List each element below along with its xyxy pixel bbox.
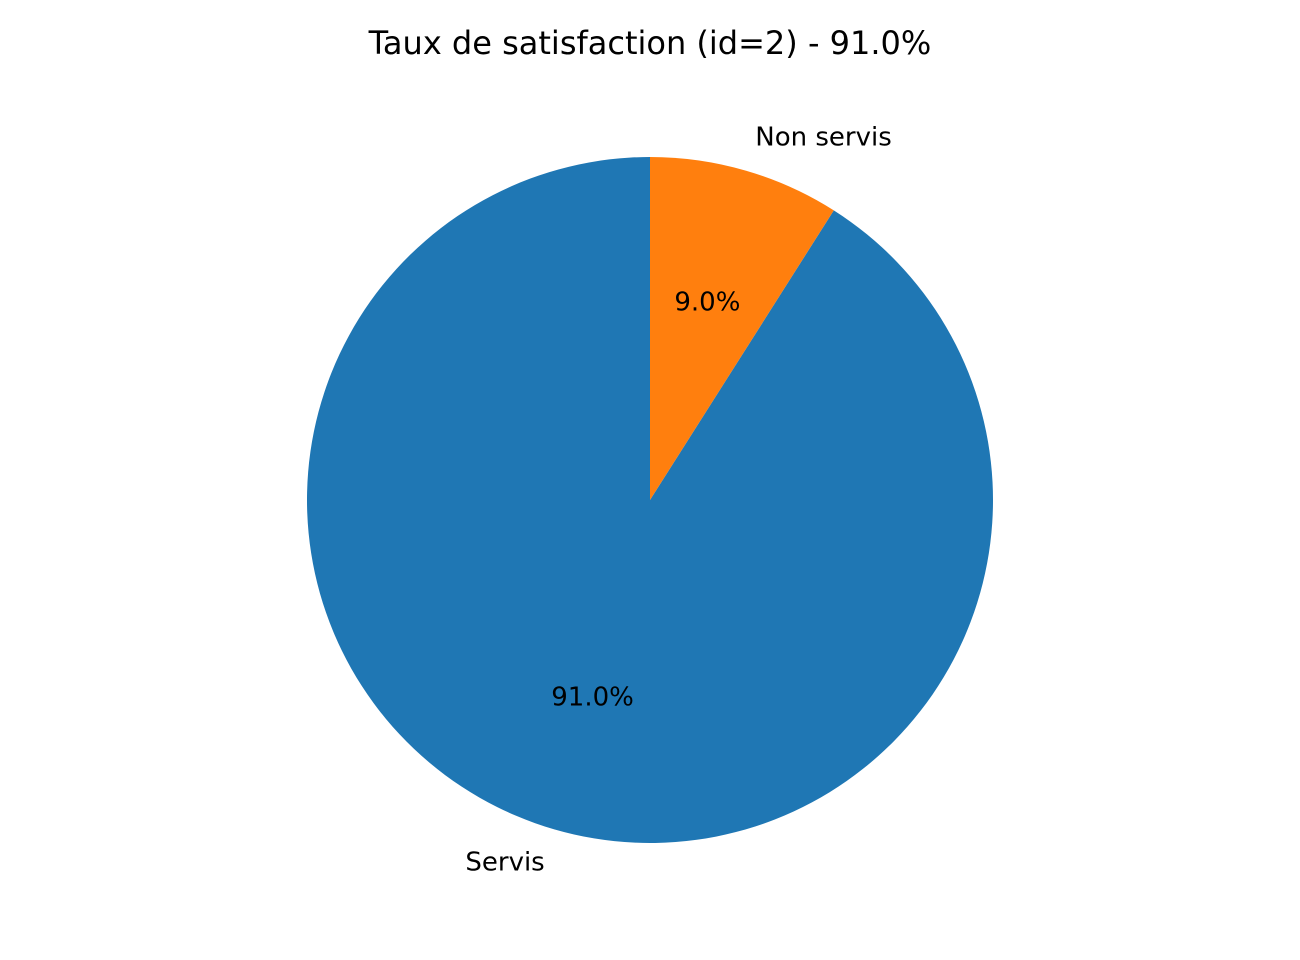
slice-category-label: Non servis (755, 123, 892, 153)
pie-slice-non-servis (650, 157, 834, 500)
slice-percent-label: 9.0% (674, 287, 740, 317)
pie-labels: 91.0% Servis 9.0% Non servis (465, 123, 891, 878)
chart-title: Taux de satisfaction (id=2) - 91.0% (368, 24, 932, 62)
slice-percent-label: 91.0% (551, 683, 634, 713)
pie-slices (307, 157, 993, 843)
slice-category-label: Servis (465, 847, 544, 877)
